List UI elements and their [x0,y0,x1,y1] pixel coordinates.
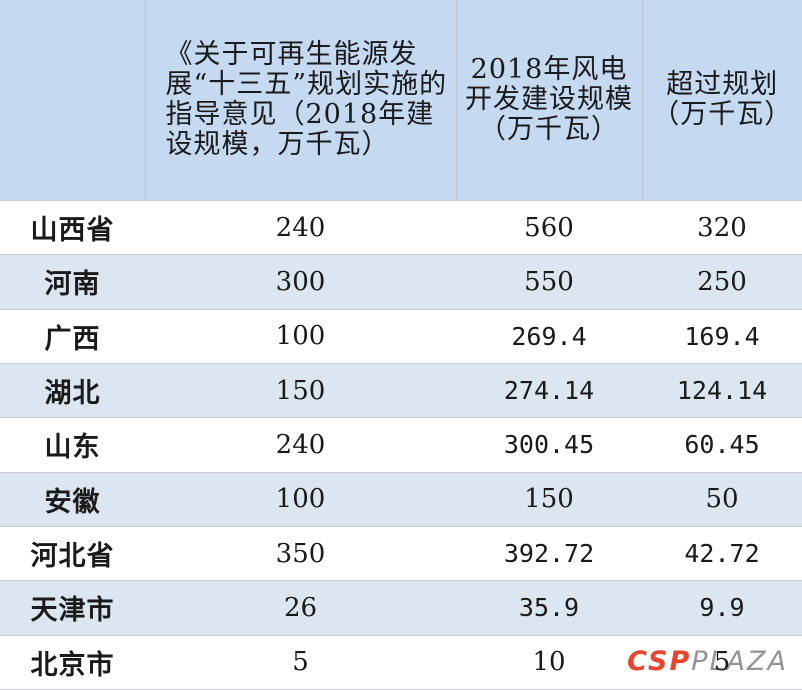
table-row: 河南 300 550 250 [0,254,802,310]
build-cell: 10 [456,635,642,690]
plan-cell: 26 [145,580,456,636]
header-row: 《关于可再生能源发展“十三五”规划实施的指导意见（2018年建设规模，万千瓦） … [0,0,802,201]
excess-cell: 9.9 [642,580,802,636]
plan-cell: 5 [145,635,456,690]
plan-cell: 240 [145,200,456,256]
province-cell: 河南 [0,254,145,310]
build-cell: 150 [456,472,642,527]
build-cell: 392.72 [456,526,642,582]
table-row: 安徽 100 150 50 [0,472,802,527]
excess-cell: 250 [642,254,802,310]
excess-cell: 320 [642,200,802,256]
excess-cell: 124.14 [642,363,802,419]
header-2018-build-scale: 2018年风电开发建设规模（万千瓦） [455,0,642,201]
province-cell: 安徽 [0,472,145,527]
plan-cell: 240 [145,417,456,473]
header-province [0,0,145,201]
plan-cell: 100 [145,472,456,527]
table-row: 湖北 150 274.14 124.14 [0,363,802,419]
province-cell: 河北省 [0,526,145,582]
province-cell: 天津市 [0,580,145,636]
header-plan-scale: 《关于可再生能源发展“十三五”规划实施的指导意见（2018年建设规模，万千瓦） [144,0,456,201]
header-excess: 超过规划（万千瓦） [641,0,802,201]
build-cell: 269.4 [456,309,642,364]
build-cell: 560 [456,200,642,256]
table-row: 山西省 240 560 320 [0,200,802,256]
province-cell: 山东 [0,417,145,473]
build-cell: 35.9 [456,580,642,636]
province-cell: 山西省 [0,200,145,256]
table-row: 山东 240 300.45 60.45 [0,417,802,473]
province-cell: 北京市 [0,635,145,690]
table-row: 河北省 350 392.72 42.72 [0,526,802,582]
table-row: 广西 100 269.4 169.4 [0,309,802,364]
watermark-plaza: PLAZA [691,646,788,677]
build-cell: 274.14 [456,363,642,419]
table-row: 天津市 26 35.9 9.9 [0,580,802,636]
excess-cell: 42.72 [642,526,802,582]
province-cell: 广西 [0,309,145,364]
plan-cell: 300 [145,254,456,310]
csp-plaza-watermark: CSPPLAZA [627,646,788,677]
province-cell: 湖北 [0,363,145,419]
plan-cell: 100 [145,309,456,364]
excess-cell: 50 [642,472,802,527]
table-row: 北京市 5 10 5 [0,635,802,690]
build-cell: 300.45 [456,417,642,473]
excess-cell: 60.45 [642,417,802,473]
plan-cell: 350 [145,526,456,582]
excess-cell: 5 [642,635,802,690]
build-cell: 550 [456,254,642,310]
excess-cell: 169.4 [642,309,802,364]
watermark-csp: CSP [627,646,692,677]
plan-cell: 150 [145,363,456,419]
